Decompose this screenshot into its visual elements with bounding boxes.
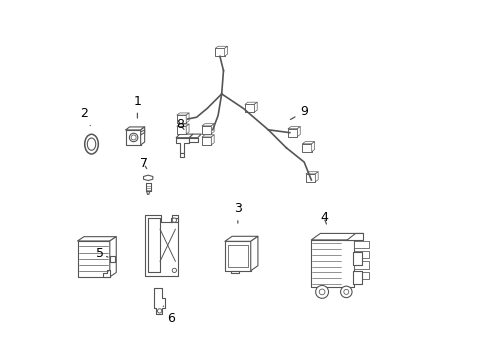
Text: 7: 7 [140, 157, 148, 170]
Polygon shape [245, 102, 257, 104]
Polygon shape [228, 245, 247, 267]
Polygon shape [288, 129, 297, 136]
Polygon shape [231, 271, 239, 273]
Text: 2: 2 [80, 107, 90, 126]
Ellipse shape [87, 138, 96, 150]
Polygon shape [353, 271, 362, 284]
Polygon shape [186, 113, 189, 123]
Polygon shape [202, 126, 211, 134]
Polygon shape [190, 134, 201, 138]
Polygon shape [171, 219, 178, 222]
Polygon shape [145, 215, 178, 276]
Circle shape [316, 285, 329, 298]
Polygon shape [202, 137, 211, 145]
Polygon shape [110, 256, 115, 262]
Polygon shape [103, 270, 110, 277]
Polygon shape [146, 183, 151, 192]
Text: 1: 1 [133, 95, 141, 118]
Circle shape [172, 268, 176, 273]
Polygon shape [125, 127, 145, 130]
Polygon shape [288, 127, 300, 129]
Text: 8: 8 [176, 118, 184, 131]
Polygon shape [77, 241, 110, 277]
Polygon shape [354, 261, 369, 269]
Polygon shape [306, 174, 315, 182]
Polygon shape [306, 172, 318, 174]
Polygon shape [147, 192, 149, 194]
Polygon shape [245, 104, 254, 112]
Text: 3: 3 [234, 202, 242, 223]
Polygon shape [224, 46, 227, 56]
Polygon shape [154, 288, 165, 314]
Polygon shape [315, 172, 318, 182]
Polygon shape [177, 113, 189, 115]
Polygon shape [202, 135, 214, 137]
Polygon shape [215, 46, 227, 48]
Polygon shape [202, 124, 214, 126]
Polygon shape [125, 130, 141, 145]
Polygon shape [354, 241, 369, 248]
Polygon shape [311, 233, 364, 240]
Polygon shape [148, 219, 160, 272]
Ellipse shape [85, 134, 98, 154]
Text: 5: 5 [96, 247, 108, 260]
Circle shape [129, 133, 138, 142]
Polygon shape [180, 153, 184, 157]
Polygon shape [354, 272, 369, 279]
Polygon shape [77, 237, 116, 241]
Polygon shape [176, 138, 190, 153]
Polygon shape [297, 127, 300, 136]
Polygon shape [215, 48, 224, 56]
Polygon shape [312, 141, 315, 152]
Polygon shape [302, 141, 315, 144]
Polygon shape [177, 126, 186, 134]
Polygon shape [110, 237, 116, 277]
Polygon shape [177, 115, 186, 123]
Polygon shape [141, 130, 145, 135]
Polygon shape [254, 102, 257, 112]
Circle shape [157, 309, 162, 313]
Polygon shape [346, 233, 364, 240]
Polygon shape [225, 236, 258, 241]
Polygon shape [354, 251, 369, 258]
Polygon shape [211, 124, 214, 134]
Polygon shape [311, 240, 354, 287]
Polygon shape [251, 236, 258, 271]
Polygon shape [186, 124, 189, 134]
Text: 4: 4 [320, 211, 328, 224]
Circle shape [172, 218, 176, 222]
Polygon shape [225, 241, 251, 271]
Polygon shape [353, 252, 362, 265]
Text: 9: 9 [291, 105, 308, 120]
Polygon shape [211, 135, 214, 145]
Text: 6: 6 [163, 306, 175, 325]
Polygon shape [190, 138, 197, 142]
Polygon shape [141, 127, 145, 145]
Polygon shape [302, 144, 312, 152]
Circle shape [341, 286, 352, 298]
Polygon shape [144, 175, 153, 180]
Polygon shape [177, 124, 189, 126]
Polygon shape [176, 134, 193, 138]
